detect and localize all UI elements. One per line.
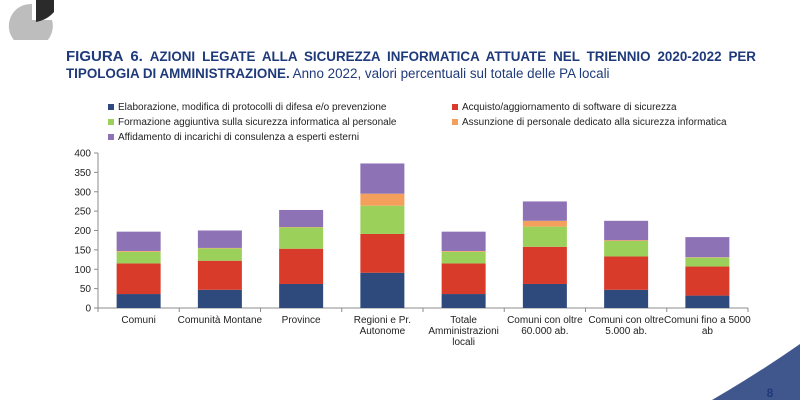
x-tick-label: Comunità Montane (178, 315, 263, 326)
bar-segment-s1-c3 (360, 233, 405, 273)
page-number: 8 (766, 386, 774, 400)
chart-bars (116, 163, 730, 308)
bar-segment-s1-c2 (279, 248, 324, 284)
bar-segment-s3-c0 (116, 251, 161, 252)
legend-swatch-1 (452, 104, 458, 110)
bar-segment-s4-c3 (360, 163, 405, 194)
bar-segment-s2-c3 (360, 205, 405, 234)
y-tick-label: 50 (80, 284, 92, 295)
x-tick-label: Comuni (121, 315, 155, 326)
legend-swatch-2 (108, 119, 114, 125)
y-tick-label: 400 (74, 149, 91, 160)
corner-swoosh-shape (712, 344, 800, 400)
bar-segment-s0-c2 (279, 283, 324, 308)
bar-segment-s4-c0 (116, 231, 161, 252)
report-logo-icon (8, 0, 54, 40)
bar-segment-s2-c1 (197, 248, 242, 261)
bar-segment-s3-c3 (360, 193, 405, 206)
legend-label-2: Formazione aggiuntiva sulla sicurezza in… (118, 117, 397, 128)
bar-segment-s4-c1 (197, 230, 242, 248)
y-tick-label: 100 (74, 265, 91, 276)
bar-segment-s1-c0 (116, 263, 161, 295)
bar-segment-s1-c5 (522, 246, 567, 284)
bar-segment-s3-c5 (522, 220, 567, 227)
bar-segment-s2-c5 (522, 226, 567, 247)
logo-dark-sector (36, 0, 54, 22)
x-tick-labels: Comuni Comunità Montane Province Regioni e … (121, 315, 751, 348)
legend-label-4: Affidamento di incarichi di consulenza a… (118, 132, 359, 143)
y-tick-label: 300 (74, 187, 91, 198)
y-tick-label: 200 (74, 226, 91, 237)
bar-segment-s0-c3 (360, 272, 405, 308)
bar-segment-s2-c4 (441, 251, 486, 264)
bar-segment-s4-c4 (441, 231, 486, 252)
bar-segment-s0-c7 (685, 295, 730, 308)
bar-segment-s4-c7 (685, 237, 730, 258)
bar-segment-s1-c4 (441, 263, 486, 295)
legend-swatch-4 (108, 134, 114, 140)
chart-legend: Elaborazione, modifica di protocolli di … (108, 102, 727, 143)
figure-heading: FIGURA 6. AZIONI LEGATE ALLA SICUREZZA I… (66, 48, 756, 82)
bar-segment-s4-c2 (279, 209, 324, 228)
bar-segment-s2-c7 (685, 257, 730, 267)
figure-subtitle: Anno 2022, valori percentuali sul totale… (292, 66, 610, 81)
bar-segment-s2-c6 (604, 240, 649, 257)
logo-light-sector (8, 3, 53, 40)
legend-label-0: Elaborazione, modifica di protocolli di … (118, 102, 387, 113)
bar-segment-s3-c4 (441, 251, 486, 252)
x-tick-label: Comuni con oltre 60.000 ab. (507, 315, 583, 337)
legend-label-1: Acquisto/aggiornamento di software di si… (462, 102, 677, 113)
bar-segment-s1-c1 (197, 260, 242, 290)
x-tick-label: Province (282, 315, 321, 326)
y-tick-label: 0 (85, 304, 91, 315)
legend-swatch-3 (452, 119, 458, 125)
y-tick-label: 350 (74, 168, 91, 179)
bar-segment-s0-c0 (116, 294, 161, 308)
bar-segment-s3-c6 (604, 240, 649, 241)
legend-swatch-0 (108, 104, 114, 110)
bar-segment-s0-c4 (441, 294, 486, 308)
bar-segment-s2-c2 (279, 227, 324, 249)
y-tick-label: 250 (74, 207, 91, 218)
bar-segment-s0-c1 (197, 289, 242, 308)
bar-segment-s4-c5 (522, 201, 567, 221)
bar-segment-s1-c6 (604, 256, 649, 290)
figure-title: AZIONI LEGATE ALLA SICUREZZA INFORMATICA… (66, 49, 756, 81)
x-tick-label: Comuni fino a 5000 ab (664, 315, 751, 337)
bar-segment-s0-c5 (522, 283, 567, 308)
x-tick-label: Totale Amministrazioni locali (428, 315, 499, 348)
bar-segment-s2-c0 (116, 251, 161, 264)
x-tick-label: Regioni e Pr. Autonome (354, 315, 411, 337)
x-tick-label: Comuni con oltre 5.000 ab. (588, 315, 664, 337)
legend-label-3: Assunzione di personale dedicato alla si… (462, 117, 727, 128)
figure-label: FIGURA 6. (66, 48, 143, 65)
y-tick-label: 150 (74, 245, 91, 256)
bar-segment-s1-c7 (685, 266, 730, 296)
bar-segment-s0-c6 (604, 289, 649, 308)
bar-segment-s4-c6 (604, 220, 649, 241)
